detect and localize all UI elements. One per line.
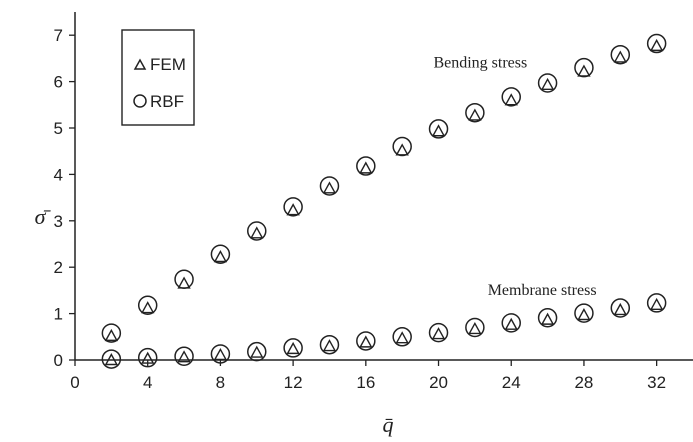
fem-triangle-point (359, 161, 373, 174)
legend-box (121, 29, 195, 126)
rbf-circle-point (283, 197, 303, 217)
fem-triangle-point (613, 302, 627, 316)
rbf-circle-point (101, 323, 122, 343)
fem-triangle-point (286, 341, 300, 355)
rbf-circle-point (428, 119, 449, 139)
fem-triangle-point (613, 50, 627, 63)
rbf-circle-point (319, 334, 340, 355)
rbf-circle-point (247, 221, 267, 241)
rbf-circle-point (392, 327, 412, 347)
axes (74, 12, 693, 361)
x-axis-label: q̄ (383, 412, 394, 437)
x-tick-label: 0 (70, 373, 79, 392)
x-tick-label: 32 (647, 373, 666, 392)
annotation-bending-stress: Bending stress (433, 55, 527, 72)
fem-triangle-point (359, 335, 373, 348)
legend-label-fem: FEM (150, 55, 186, 74)
fem-triangle-point (141, 351, 155, 364)
fem-triangle-point (141, 301, 155, 314)
fem-triangle-point (286, 203, 300, 216)
fem-triangle-point (395, 143, 409, 156)
rbf-circle-point (646, 293, 667, 313)
rbf-circle-point (537, 308, 558, 328)
y-tick-label: 0 (54, 351, 63, 370)
fem-triangle-point (322, 181, 337, 194)
rbf-circle-point (210, 344, 231, 364)
fem-triangle-point (213, 347, 228, 361)
rbf-circle-point (283, 338, 303, 358)
rbf-circle-point (646, 33, 667, 54)
x-tick-label: 8 (216, 373, 225, 392)
fem-triangle-point (577, 64, 591, 77)
rbf-circle-point (137, 295, 158, 315)
rbf-circle-point (210, 244, 231, 264)
legend-label-rbf: RBF (150, 92, 184, 111)
fem-triangle-point (104, 353, 119, 366)
fem-triangle-point (540, 77, 555, 91)
x-tick-label: 12 (284, 373, 303, 392)
y-tick-label: 2 (54, 258, 63, 277)
fem-triangle-point (431, 327, 446, 340)
data-marks (101, 33, 667, 369)
x-tick-label: 4 (143, 373, 152, 392)
rbf-circle-point (356, 331, 376, 351)
fem-triangle-point (322, 339, 337, 352)
rbf-circle-point (465, 317, 485, 338)
rbf-circle-point (537, 73, 558, 93)
rbf-circle-point (610, 298, 631, 318)
y-tick-label: 1 (54, 305, 63, 324)
fem-triangle-point (177, 350, 191, 363)
fem-triangle-point (577, 308, 591, 321)
legend-circle-marker (133, 94, 147, 108)
fem-triangle-point (431, 124, 446, 137)
fem-triangle-point (177, 276, 191, 289)
fem-triangle-point (540, 312, 555, 325)
x-tick-label: 16 (356, 373, 375, 392)
rbf-circle-point (174, 269, 194, 290)
x-tick-label: 24 (502, 373, 521, 392)
rbf-circle-point (465, 102, 485, 123)
fem-triangle-point (213, 250, 228, 263)
x-tick-label: 28 (574, 373, 593, 392)
rbf-circle-point (428, 322, 449, 343)
fem-triangle-point (504, 93, 518, 106)
rbf-circle-point (501, 313, 521, 333)
fem-triangle-point (104, 328, 119, 342)
rbf-circle-point (392, 136, 412, 157)
rbf-circle-point (174, 346, 194, 367)
legend: FEM RBF (121, 29, 195, 126)
rbf-circle-point (501, 87, 521, 107)
y-tick-label: 3 (54, 212, 63, 231)
rbf-circle-point (610, 44, 631, 65)
y-tick-label: 4 (54, 165, 63, 184)
y-axis-label: σ̄ (35, 204, 52, 229)
rbf-circle-point (356, 156, 376, 176)
fem-triangle-point (250, 226, 264, 239)
rbf-circle-point (101, 349, 122, 369)
fem-triangle-point (468, 321, 482, 335)
fem-triangle-point (395, 331, 409, 344)
y-tick-label: 5 (54, 119, 63, 138)
fem-triangle-point (468, 108, 482, 121)
fem-triangle-point (649, 38, 664, 52)
rbf-circle-point (574, 57, 594, 78)
y-tick-label: 6 (54, 73, 63, 92)
fem-triangle-point (250, 345, 264, 358)
rbf-circle-point (574, 303, 594, 323)
rbf-circle-point (247, 341, 267, 362)
x-tick-label: 20 (429, 373, 448, 392)
fem-triangle-point (649, 297, 664, 310)
fem-triangle-point (504, 317, 518, 330)
annotation-membrane-stress: Membrane stress (488, 282, 597, 299)
legend-triangle-marker (133, 58, 147, 70)
rbf-circle-point (319, 176, 340, 196)
rbf-circle-point (137, 347, 158, 368)
y-tick-label: 7 (54, 26, 63, 45)
